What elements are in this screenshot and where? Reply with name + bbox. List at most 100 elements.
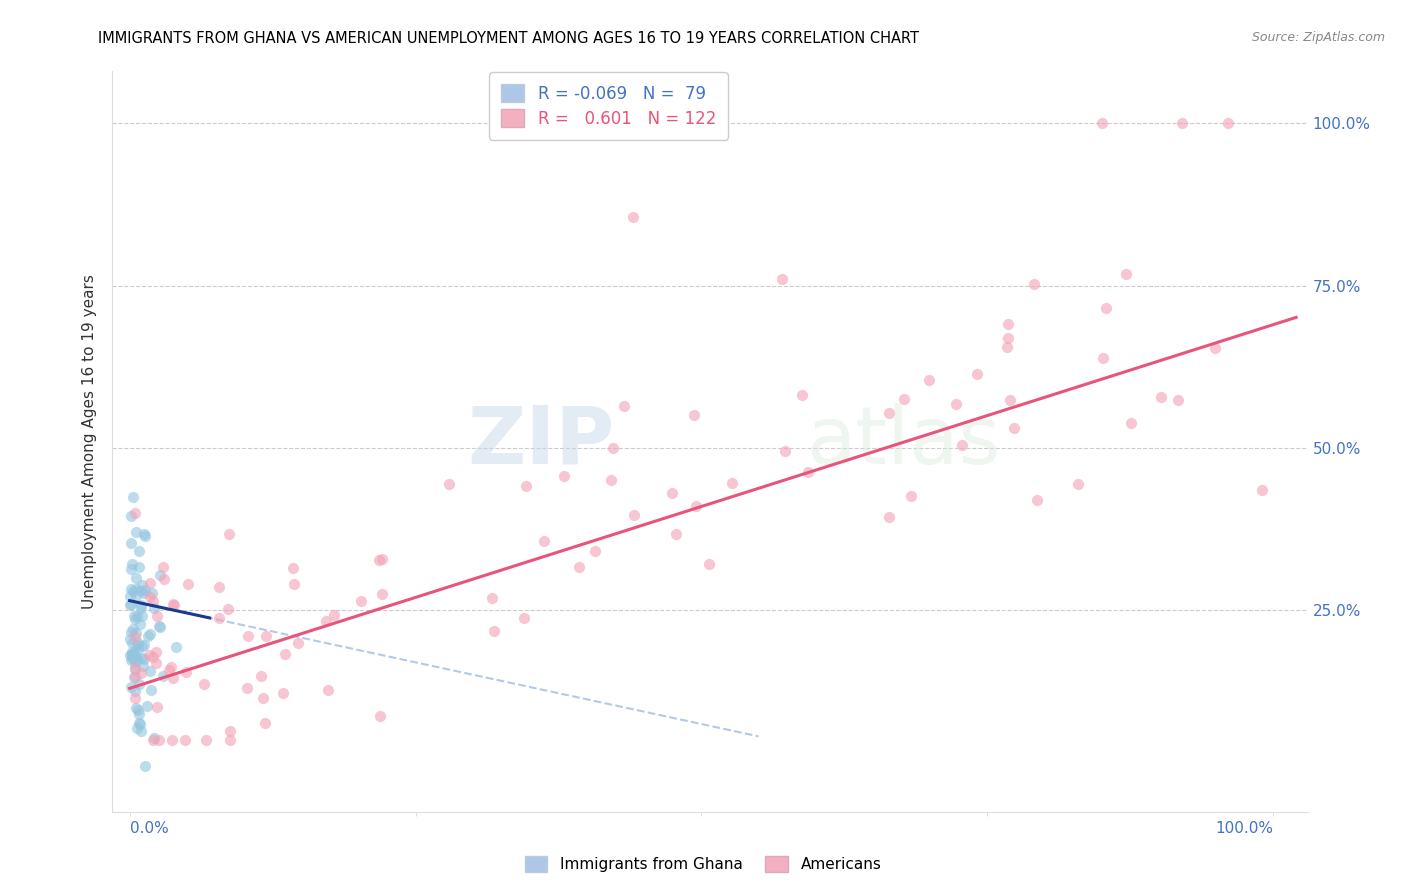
Point	[721, 475, 744, 490]
Point	[252, 690, 274, 705]
Point	[125, 653, 148, 667]
Point	[127, 703, 149, 717]
Point	[166, 640, 188, 654]
Point	[149, 568, 172, 582]
Point	[997, 317, 1019, 331]
Point	[1171, 116, 1194, 130]
Point	[124, 611, 146, 625]
Point	[966, 367, 988, 381]
Point	[124, 691, 146, 706]
Text: atlas: atlas	[806, 402, 1000, 481]
Point	[995, 340, 1018, 354]
Point	[129, 600, 152, 615]
Point	[122, 647, 145, 661]
Point	[174, 733, 197, 747]
Point	[1067, 477, 1090, 491]
Point	[1091, 351, 1114, 365]
Y-axis label: Unemployment Among Ages 16 to 19 years: Unemployment Among Ages 16 to 19 years	[82, 274, 97, 609]
Point	[1115, 267, 1137, 281]
Point	[149, 620, 172, 634]
Point	[553, 468, 575, 483]
Point	[146, 608, 169, 623]
Point	[219, 724, 242, 739]
Point	[139, 575, 162, 590]
Point	[125, 626, 148, 640]
Point	[316, 683, 339, 698]
Point	[129, 723, 152, 738]
Point	[176, 665, 198, 680]
Point	[773, 444, 796, 458]
Point	[131, 577, 153, 591]
Point	[218, 527, 240, 541]
Point	[135, 698, 157, 713]
Point	[1094, 301, 1116, 316]
Point	[120, 562, 142, 576]
Point	[208, 611, 231, 625]
Point	[152, 669, 174, 683]
Point	[120, 589, 142, 603]
Point	[315, 614, 337, 628]
Text: ZIP: ZIP	[467, 402, 614, 481]
Point	[125, 582, 148, 596]
Point	[121, 680, 143, 694]
Point	[145, 700, 167, 714]
Point	[128, 544, 150, 558]
Point	[120, 632, 142, 646]
Point	[122, 622, 145, 636]
Point	[128, 560, 150, 574]
Point	[621, 211, 644, 225]
Point	[127, 638, 149, 652]
Point	[1250, 483, 1272, 498]
Point	[602, 441, 624, 455]
Point	[138, 627, 160, 641]
Point	[129, 599, 152, 613]
Point	[253, 716, 276, 731]
Point	[482, 624, 505, 639]
Point	[134, 638, 156, 652]
Point	[127, 609, 149, 624]
Point	[131, 609, 153, 624]
Point	[122, 670, 145, 684]
Point	[254, 629, 277, 643]
Point	[134, 529, 156, 543]
Point	[918, 373, 941, 387]
Point	[512, 610, 534, 624]
Point	[370, 709, 392, 723]
Point	[283, 577, 305, 591]
Point	[120, 582, 142, 596]
Point	[124, 684, 146, 698]
Point	[600, 474, 623, 488]
Point	[368, 553, 391, 567]
Point	[128, 677, 150, 691]
Point	[176, 577, 198, 591]
Point	[683, 408, 706, 422]
Point	[997, 331, 1019, 345]
Point	[134, 585, 156, 599]
Point	[124, 506, 146, 520]
Point	[623, 508, 645, 523]
Point	[790, 388, 813, 402]
Point	[121, 636, 143, 650]
Point	[121, 648, 143, 662]
Point	[120, 653, 142, 667]
Point	[125, 525, 148, 540]
Point	[1167, 392, 1189, 407]
Point	[900, 490, 922, 504]
Point	[235, 681, 257, 695]
Point	[1002, 420, 1025, 434]
Point	[122, 490, 145, 504]
Point	[236, 629, 259, 643]
Text: IMMIGRANTS FROM GHANA VS AMERICAN UNEMPLOYMENT AMONG AGES 16 TO 19 YEARS CORRELA: IMMIGRANTS FROM GHANA VS AMERICAN UNEMPL…	[98, 31, 920, 46]
Point	[195, 733, 218, 747]
Point	[1091, 116, 1114, 130]
Point	[193, 677, 215, 691]
Point	[128, 707, 150, 722]
Point	[132, 526, 155, 541]
Point	[122, 648, 145, 663]
Point	[128, 715, 150, 730]
Point	[250, 669, 273, 683]
Point	[124, 661, 146, 675]
Legend: Immigrants from Ghana, Americans: Immigrants from Ghana, Americans	[517, 848, 889, 880]
Point	[533, 534, 555, 549]
Point	[217, 601, 239, 615]
